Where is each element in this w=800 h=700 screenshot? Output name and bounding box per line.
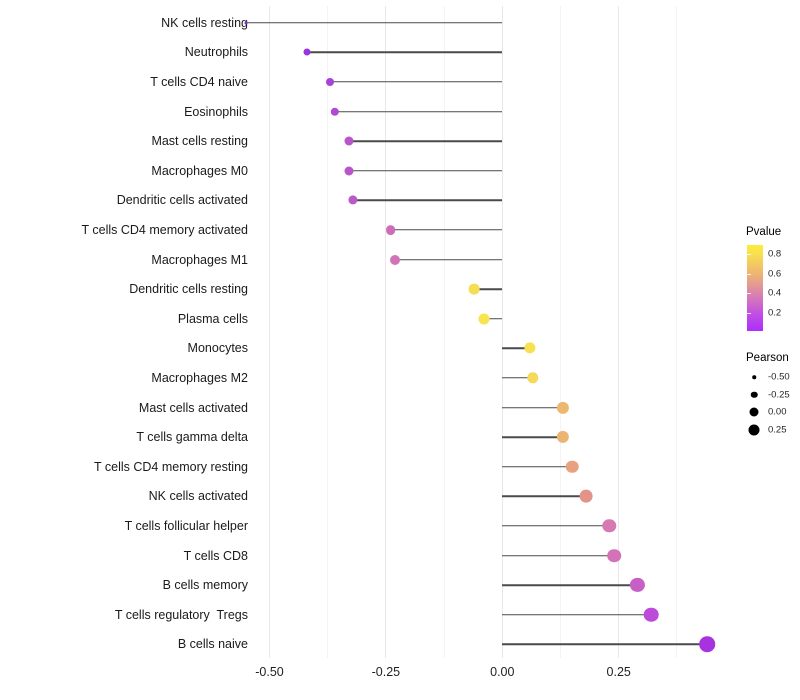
colorbar-tick-label: 0.2	[768, 307, 782, 319]
colorbar-tick-mark	[747, 312, 751, 314]
category-label: NK cells activated	[148, 489, 248, 504]
lollipop-dot	[565, 460, 579, 473]
lollipop-stem	[334, 110, 503, 113]
lollipop-stem	[502, 554, 615, 557]
lollipop-dot	[390, 254, 401, 265]
lollipop-dot	[330, 107, 339, 116]
category-label: Dendritic cells resting	[129, 282, 248, 297]
lollipop-dot	[244, 21, 248, 25]
category-label: Macrophages M2	[151, 370, 248, 385]
colorbar-tick-label: 0.8	[768, 248, 782, 260]
pvalue-legend-title: Pvalue	[746, 226, 782, 238]
category-label: B cells memory	[162, 578, 248, 593]
lollipop-dot	[607, 548, 621, 563]
category-label: Plasma cells	[177, 311, 248, 326]
lollipop-dot	[699, 636, 715, 653]
lollipop-dot	[348, 195, 358, 205]
pvalue-colorbar	[747, 245, 763, 331]
lollipop-stem	[353, 199, 503, 202]
pearson-size-label: -0.50	[768, 371, 790, 383]
category-label: Macrophages M1	[151, 252, 248, 267]
category-label: Macrophages M0	[151, 163, 248, 178]
lollipop-dot	[579, 489, 593, 503]
lollipop-dot	[344, 166, 354, 176]
category-label: Mast cells resting	[151, 134, 248, 149]
lollipop-stem	[348, 140, 503, 142]
category-label: T cells CD4 memory activated	[81, 222, 249, 237]
x-axis-tick-label: 0.00	[490, 665, 515, 679]
category-label: Eosinophils	[184, 104, 248, 119]
colorbar-tick-label: 0.4	[768, 287, 782, 299]
category-label: T cells follicular helper	[124, 518, 248, 533]
lollipop-stem	[330, 81, 503, 83]
lollipop-dot	[630, 578, 645, 593]
lollipop-stem	[395, 258, 503, 261]
major-gridline	[501, 6, 503, 658]
colorbar-tick-mark	[747, 254, 751, 255]
minor-gridline	[676, 6, 678, 658]
lollipop-stem	[502, 584, 638, 586]
pearson-size-dot	[750, 391, 758, 398]
category-label: Mast cells activated	[138, 400, 248, 415]
category-label: T cells CD8	[183, 548, 248, 563]
pearson-size-label: 0.25	[768, 424, 787, 436]
category-label: Neutrophils	[184, 45, 248, 60]
category-label: T cells regulatory Tregs	[114, 607, 248, 622]
lollipop-dot	[385, 224, 396, 235]
x-axis-tick-label: 0.25	[606, 665, 631, 679]
lollipop-stem	[502, 347, 531, 350]
lollipop-dot	[468, 283, 480, 295]
x-axis-tick-label: -0.25	[371, 665, 401, 679]
lollipop-stem	[306, 51, 503, 54]
lollipop-dot	[526, 372, 539, 384]
lollipop-stem	[348, 169, 503, 172]
major-gridline	[385, 6, 387, 658]
major-gridline	[618, 6, 620, 658]
lollipop-stem	[502, 436, 563, 438]
pearson-legend-title: Pearson	[746, 352, 789, 364]
minor-gridline	[560, 6, 561, 658]
lollipop-stem	[502, 465, 573, 468]
pearson-size-label: -0.25	[768, 389, 790, 401]
colorbar-tick-mark	[747, 293, 751, 295]
lollipop-dot	[478, 313, 490, 325]
colorbar-tick-label: 0.6	[768, 268, 782, 280]
category-label: NK cells resting	[161, 15, 248, 30]
lollipop-stem	[502, 495, 587, 498]
lollipop-stem	[502, 525, 610, 527]
x-axis-tick-label: -0.50	[255, 665, 284, 679]
minor-gridline	[443, 6, 445, 658]
colorbar-tick-mark	[747, 273, 751, 275]
category-label: T cells CD4 memory resting	[94, 459, 248, 474]
pearson-size-dot	[748, 424, 760, 436]
lollipop-stem	[502, 613, 652, 616]
major-gridline	[269, 6, 270, 658]
lollipop-dot	[344, 136, 354, 146]
lollipop-stem	[246, 21, 503, 24]
category-label: T cells CD4 naive	[150, 74, 248, 89]
lollipop-dot	[602, 519, 617, 533]
lollipop-stem	[474, 288, 503, 290]
category-label: B cells naive	[177, 637, 248, 652]
lollipop-dot	[556, 430, 569, 444]
pearson-size-dot	[749, 407, 759, 417]
lollipop-dot	[643, 607, 659, 622]
category-label: Dendritic cells activated	[116, 193, 248, 208]
lollipop-dot	[326, 77, 335, 86]
pearson-size-label: 0.00	[768, 406, 787, 418]
lollipop-stem	[483, 317, 503, 320]
lollipop-dot	[556, 401, 569, 414]
lollipop-stem	[502, 406, 563, 409]
minor-gridline	[327, 6, 329, 658]
lollipop-dot	[303, 48, 311, 56]
lollipop-stem	[502, 643, 708, 646]
category-label: Monocytes	[187, 341, 248, 356]
lollipop-stem	[502, 377, 533, 379]
pearson-size-dot	[752, 375, 756, 379]
lollipop-stem	[390, 229, 503, 231]
lollipop-dot	[524, 342, 536, 354]
category-label: T cells gamma delta	[136, 430, 248, 445]
